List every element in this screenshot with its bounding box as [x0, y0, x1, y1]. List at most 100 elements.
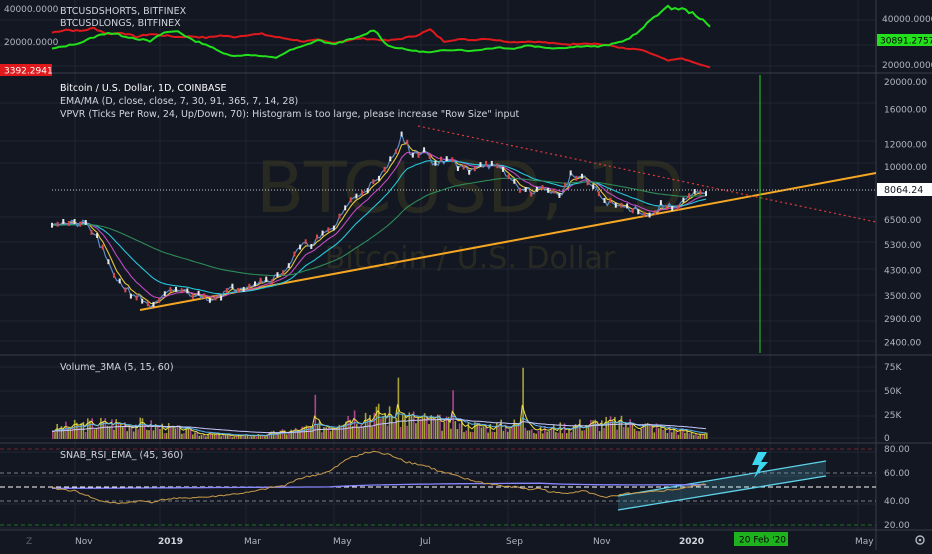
volume-bar [408, 412, 411, 439]
price-candle [355, 193, 358, 199]
volume-bar [513, 419, 516, 439]
rsi-ema [52, 482, 706, 489]
price-candle [84, 220, 87, 225]
volume-bar [143, 424, 146, 439]
volume-bar [581, 430, 583, 439]
price-candle [417, 152, 420, 158]
price-candle [316, 234, 318, 240]
volume-bar [511, 426, 513, 439]
price-candle [394, 149, 397, 154]
x-tick: Nov [593, 537, 611, 547]
volume-bar [382, 416, 384, 439]
price-tick: 5300.00 [884, 241, 921, 251]
volume-bar [607, 421, 610, 439]
rsi-tick: 60.00 [884, 469, 910, 479]
volume-bar [627, 427, 629, 439]
legend-longs[interactable]: BTCUSDLONGS, BITFINEX [60, 18, 181, 29]
volume-bar [336, 429, 338, 439]
volume-bar [504, 424, 507, 439]
longs-last-value: 30891.2757 [880, 37, 932, 47]
volume-bar [601, 420, 603, 439]
support-trendline[interactable] [139, 172, 877, 311]
price-candle [485, 160, 488, 166]
volume-bar [176, 425, 179, 439]
date-box[interactable] [734, 532, 788, 546]
price-candle [191, 294, 194, 299]
volume-bar [347, 416, 349, 439]
price-candle [530, 191, 533, 197]
volume-bar [334, 429, 336, 439]
volume-bar [216, 434, 218, 439]
legend-shorts[interactable]: BTCUSDSHORTS, BITFINEX [60, 6, 187, 17]
shorts-longs-pane[interactable]: BTCUSDSHORTS, BITFINEX BTCUSDLONGS, BITF… [0, 4, 932, 77]
rsi-channel-lower[interactable] [617, 475, 827, 511]
rsi-tick: 80.00 [884, 445, 910, 455]
x-tick: Mar [244, 537, 261, 547]
volume-legend[interactable]: Volume_3MA (5, 15, 60) [60, 362, 174, 373]
price-candle [648, 212, 651, 218]
volume-bar [611, 421, 614, 439]
volume-ma-lines [51, 404, 707, 437]
price-candle [186, 288, 189, 294]
price-candle [423, 147, 426, 153]
volume-bar [345, 421, 347, 439]
volume-bar [688, 433, 691, 439]
price-tick: 3500.00 [884, 292, 921, 302]
time-axis[interactable]: Nov 2019 Mar May Jul Sep Nov 2020 May 20… [26, 532, 925, 547]
top-right-tick: 20000.0000 [882, 61, 932, 71]
volume-bar [566, 433, 568, 439]
top-right-axis: 40000.0000 20000.0000 30891.2757 [877, 15, 932, 71]
main-title[interactable]: Bitcoin / U.S. Dollar, 1D, COINBASE [60, 83, 227, 94]
price-candle [135, 295, 138, 301]
ema-legend[interactable]: EMA/MA (D, close, close, 7, 30, 91, 365,… [60, 96, 298, 107]
gear-icon[interactable] [915, 535, 925, 545]
price-candle [113, 272, 115, 278]
price-candle [445, 156, 448, 162]
volume-bar [454, 421, 457, 439]
shorts-last-value-box [0, 64, 52, 76]
volume-bar [58, 429, 61, 439]
price-candle [254, 281, 256, 287]
volume-bar [329, 431, 332, 439]
volume-bar [111, 419, 113, 439]
volume-bar [174, 428, 177, 439]
volume-bar [603, 428, 605, 439]
volume-bar [651, 424, 653, 439]
price-axis[interactable]: 20000.00 16000.00 12000.00 10000.00 6500.00 5… [884, 78, 927, 348]
rsi-pane[interactable]: SNAB_RSI_EMA_ (45, 360) 80.00 60.00 40.0… [0, 445, 910, 531]
price-pane[interactable]: BTCUSD, 1D Bitcoin / U.S. Dollar Bitcoin… [51, 75, 932, 353]
volume-bar [412, 411, 415, 439]
volume-bar [227, 435, 229, 439]
vpvr-legend[interactable]: VPVR (Ticks Per Row, 24, Up/Down, 70): H… [60, 109, 519, 120]
volume-bar [395, 417, 397, 439]
volume-bar [128, 425, 131, 439]
price-candle [676, 204, 679, 210]
volume-bar [638, 431, 640, 439]
volume-bar [561, 433, 564, 439]
volume-bar [706, 432, 708, 439]
zoom-icon[interactable]: Z [26, 537, 32, 547]
volume-bar [183, 433, 185, 439]
volume-bar [268, 432, 271, 439]
volume-bar [240, 435, 242, 439]
volume-bar [235, 436, 238, 439]
volume-bar [535, 433, 537, 439]
rsi-legend[interactable]: SNAB_RSI_EMA_ (45, 360) [60, 450, 183, 461]
price-candle [287, 263, 290, 269]
price-candle [569, 170, 572, 176]
volume-bar [213, 434, 216, 439]
volume-pane[interactable]: Volume_3MA (5, 15, 60) 75K 50K 25K 0 [51, 362, 902, 444]
volume-bar [259, 435, 262, 439]
volume-bar [279, 430, 282, 439]
volume-bar [476, 422, 478, 439]
price-candle [310, 244, 313, 249]
price-candle [490, 160, 493, 166]
volume-bar [154, 424, 157, 439]
volume-bar [552, 425, 555, 439]
rsi-channel-upper[interactable] [617, 460, 827, 497]
volume-bar [655, 423, 658, 439]
price-candle [242, 286, 245, 292]
